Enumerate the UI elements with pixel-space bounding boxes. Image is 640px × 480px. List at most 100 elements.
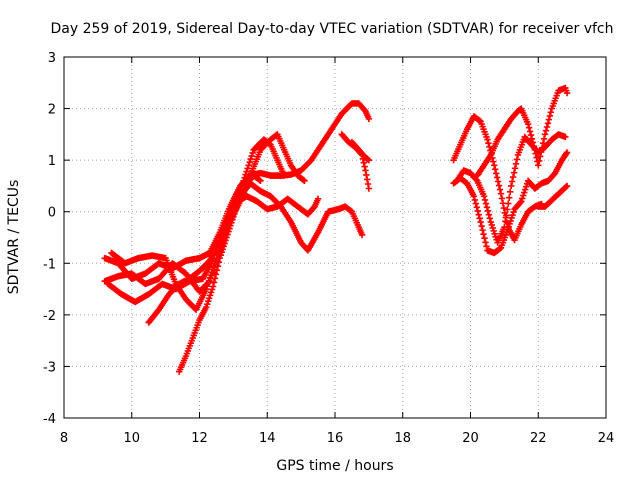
data-point [235,195,243,203]
data-point [470,193,478,200]
data-point [479,226,486,234]
series-track-13 [535,182,571,210]
data-point [522,183,530,190]
data-point [216,254,224,262]
data-point [524,120,532,128]
data-point [245,162,252,169]
data-point [207,289,215,296]
data-point [503,212,510,219]
data-point [491,162,498,169]
data-point [484,207,492,215]
data-point [218,249,225,256]
data-point [476,215,483,222]
data-point [478,222,485,230]
data-point [249,149,256,157]
data-point [491,166,499,173]
data-point [485,139,492,147]
data-point [205,295,213,302]
data-point [224,231,231,238]
data-point [242,171,249,178]
data-point [365,156,373,164]
data-point [492,170,500,177]
data-point [230,213,237,221]
data-point [497,190,505,197]
y-tick-label: -3 [43,360,56,375]
data-point [510,169,518,176]
data-point [539,139,547,147]
data-point [540,135,548,142]
data-point [229,216,236,224]
data-point [520,192,527,199]
data-point [364,180,372,188]
data-point [543,123,551,131]
data-point [488,221,495,229]
data-point [505,223,512,231]
data-point [518,198,525,205]
data-point [219,246,226,253]
data-point [365,185,373,192]
x-tick-label: 14 [259,431,276,446]
data-point [221,240,228,247]
data-point [233,204,240,212]
data-point [491,230,498,238]
data-point [490,158,497,165]
data-point [220,243,227,250]
data-point [538,144,546,151]
data-point [205,298,212,305]
data-point [513,156,521,163]
data-point [521,189,528,196]
data-point [223,234,230,241]
series-track-12 [474,84,571,179]
data-point [480,230,487,238]
data-point [517,199,524,206]
data-point [542,127,550,134]
data-point [528,135,536,142]
data-point [511,165,519,172]
data-point [563,89,571,97]
x-tick-label: 8 [60,431,68,446]
data-point [486,215,494,222]
data-point [358,231,366,239]
x-tick-label: 10 [123,431,140,446]
data-point [521,186,529,193]
y-tick-label: -2 [43,309,56,324]
data-point [494,178,502,185]
series-track-6 [175,172,264,375]
data-point [234,201,241,209]
data-point [203,303,210,311]
data-point [544,120,552,127]
data-point [508,214,515,222]
data-point [206,292,214,299]
data-point [204,300,211,308]
data-point [527,131,535,139]
x-tick-label: 20 [462,431,479,446]
data-point [533,154,540,161]
data-point [525,124,533,131]
data-point [545,116,553,123]
data-point [211,275,219,282]
y-tick-label: 0 [48,206,56,221]
data-point [483,243,490,250]
data-point [509,173,517,181]
x-tick-labels: 8 10 12 14 16 18 20 22 24 [60,431,614,446]
data-point [526,128,534,135]
data-point [212,271,220,278]
data-point [536,157,543,165]
series-track-11 [450,149,571,257]
x-tick-label: 18 [394,431,411,446]
data-point [244,165,251,172]
plot-frame [63,56,607,419]
data-point [483,204,491,211]
data-point [475,211,482,218]
data-point [507,217,514,225]
data-point [232,207,239,215]
data-point [280,172,288,179]
data-point [209,283,217,290]
data-point [541,131,549,138]
data-point [363,171,370,179]
data-point [214,263,222,270]
x-axis-label: GPS time / hours [276,458,393,474]
data-point [506,194,513,201]
data-point [505,200,512,207]
data-point [506,188,514,196]
